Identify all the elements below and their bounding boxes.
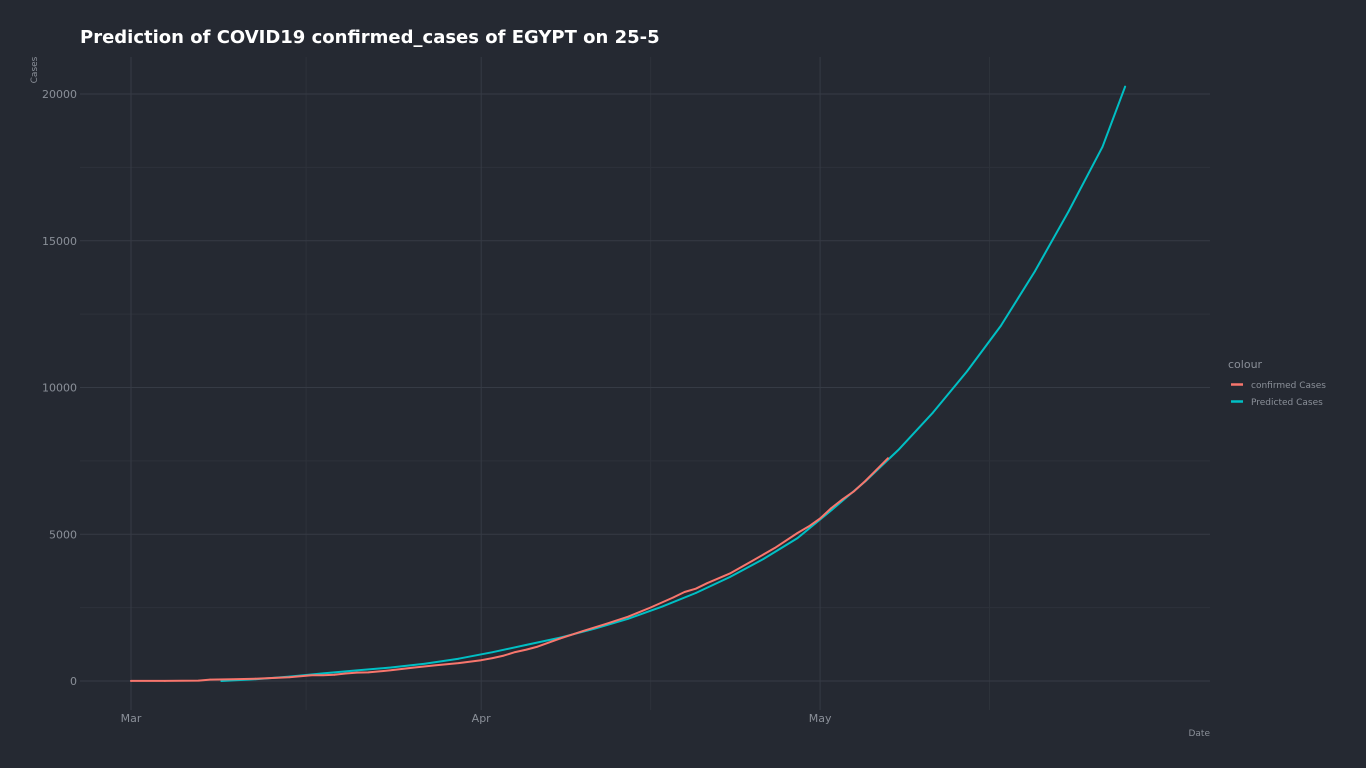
data-point [435,664,437,667]
data-point [333,673,336,676]
data-point [581,630,584,633]
data-point [209,678,211,681]
minor-x-gridlines [305,57,991,710]
data-point [367,671,370,674]
data-point [999,324,1002,327]
data-point [491,657,494,660]
data-point [728,572,731,575]
data-point [661,605,663,608]
series-predicted-cases [220,85,1127,682]
data-point [672,596,675,599]
y-tick-label: 0 [70,675,77,688]
data-point [796,537,799,539]
data-point [525,643,528,646]
legend-title: colour [1228,358,1263,371]
data-point [480,659,483,662]
data-point [819,517,821,520]
data-point [830,507,833,509]
data-point [389,666,392,669]
data-point [559,637,562,640]
data-point [898,448,901,451]
data-point [197,679,200,682]
data-point [130,680,132,682]
data-point [886,457,889,460]
legend-label-predicted-cases: Predicted Cases [1251,398,1323,408]
data-point [841,498,844,501]
data-point [774,547,776,549]
x-tick-label: Apr [472,712,492,725]
data-point [412,666,415,669]
data-point [322,672,324,675]
y-tick-label: 20000 [42,88,77,101]
data-point [875,468,878,471]
data-point [356,671,358,674]
data-point [344,672,347,675]
data-point [536,645,539,648]
y-tick-label: 5000 [49,528,77,541]
x-axis-title: Date [1188,729,1210,739]
x-tick-label: Mar [121,712,142,725]
data-point [706,582,709,585]
data-point [1067,210,1070,213]
legend: colour confirmed Cases Predicted Cases [1228,358,1326,408]
data-point [514,651,516,653]
data-point [932,411,934,414]
data-point [322,674,324,677]
minor-y-gridlines [80,166,1210,609]
legend-label-confirmed-cases: confirmed Cases [1251,381,1326,391]
data-point [491,651,494,654]
data-point [853,490,855,493]
y-tick-labels: 0 5000 10000 15000 20000 [42,88,77,688]
data-point [254,677,257,680]
data-point [762,558,765,560]
major-x-gridlines [130,57,821,710]
data-point [649,606,652,609]
data-point [627,617,629,620]
data-point [728,576,731,579]
data-point [356,669,358,672]
data-point [163,680,166,682]
data-point [1033,270,1036,273]
data-point [457,657,460,660]
data-point [751,559,754,562]
data-point [966,370,968,373]
data-point [694,587,697,590]
data-point [694,592,697,594]
data-point [276,676,279,679]
y-axis-title: Cases [30,56,40,83]
data-point [423,662,426,665]
data-point [864,480,867,482]
x-tick-labels: Mar Apr May [121,712,832,725]
data-point [796,532,799,534]
y-tick-label: 15000 [42,235,77,248]
data-point [389,669,392,672]
data-point [683,591,686,593]
series-line-predicted-cases [220,85,1127,682]
data-point [288,676,291,679]
data-point [231,678,234,681]
y-tick-label: 10000 [42,382,77,395]
data-point [1124,85,1127,88]
series-layer [130,85,1127,682]
data-point [310,674,313,677]
x-tick-label: May [809,712,832,725]
data-point [1101,145,1104,148]
data-point [604,623,607,625]
data-point [807,525,810,528]
data-point [457,662,460,665]
data-point [627,615,629,618]
data-point [525,648,528,651]
major-y-gridlines [80,93,1210,682]
data-point [502,654,505,657]
data-point [220,680,223,682]
chart-title: Prediction of COVID19 confirmed_cases of… [80,27,660,48]
series-confirmed-cases [130,457,889,682]
